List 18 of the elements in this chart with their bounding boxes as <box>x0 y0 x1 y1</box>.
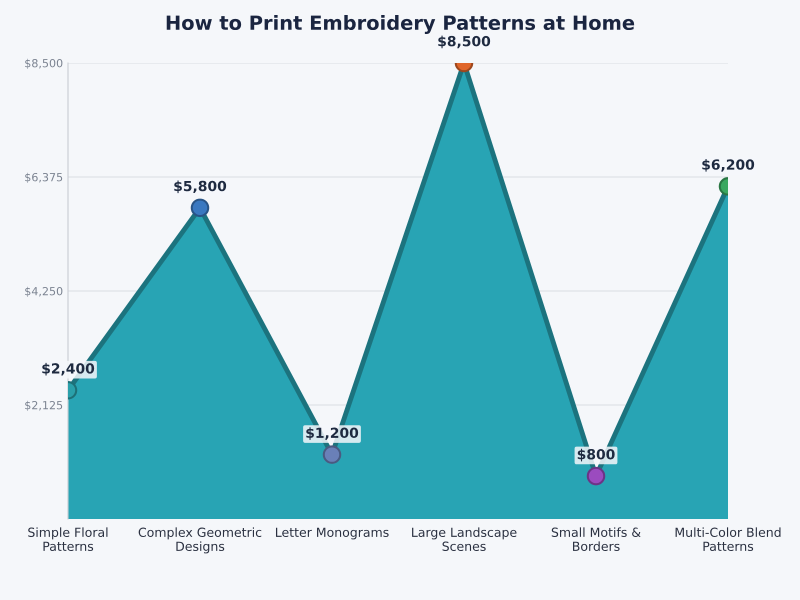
y-tick-label: $8,500 <box>25 58 62 69</box>
x-tick-label: Small Motifs & Borders <box>552 527 641 552</box>
data-label: $1,200 <box>306 427 358 440</box>
data-label: $5,800 <box>174 180 226 194</box>
x-tick-label: Complex Geometric Designs <box>138 527 262 554</box>
x-tick-label: Large Landscape Scenes <box>412 527 516 552</box>
chart-title: How to Print Embroidery Patterns at Home <box>166 15 634 34</box>
x-tick-label: Multi-Color Blend Patterns <box>676 527 780 552</box>
data-label: $2,400 <box>42 362 94 376</box>
data-label: $6,200 <box>702 159 754 172</box>
data-label: $800 <box>578 448 615 462</box>
y-tick-label: $6,375 <box>25 172 62 183</box>
data-label: $8,500 <box>438 36 490 48</box>
x-tick-label: Simple Floral Patterns <box>28 527 108 552</box>
y-tick-label: $2,125 <box>25 400 62 411</box>
point <box>322 445 342 464</box>
x-tick-label: Letter Monograms <box>276 528 389 540</box>
y-tick-label: $4,250 <box>25 286 62 297</box>
